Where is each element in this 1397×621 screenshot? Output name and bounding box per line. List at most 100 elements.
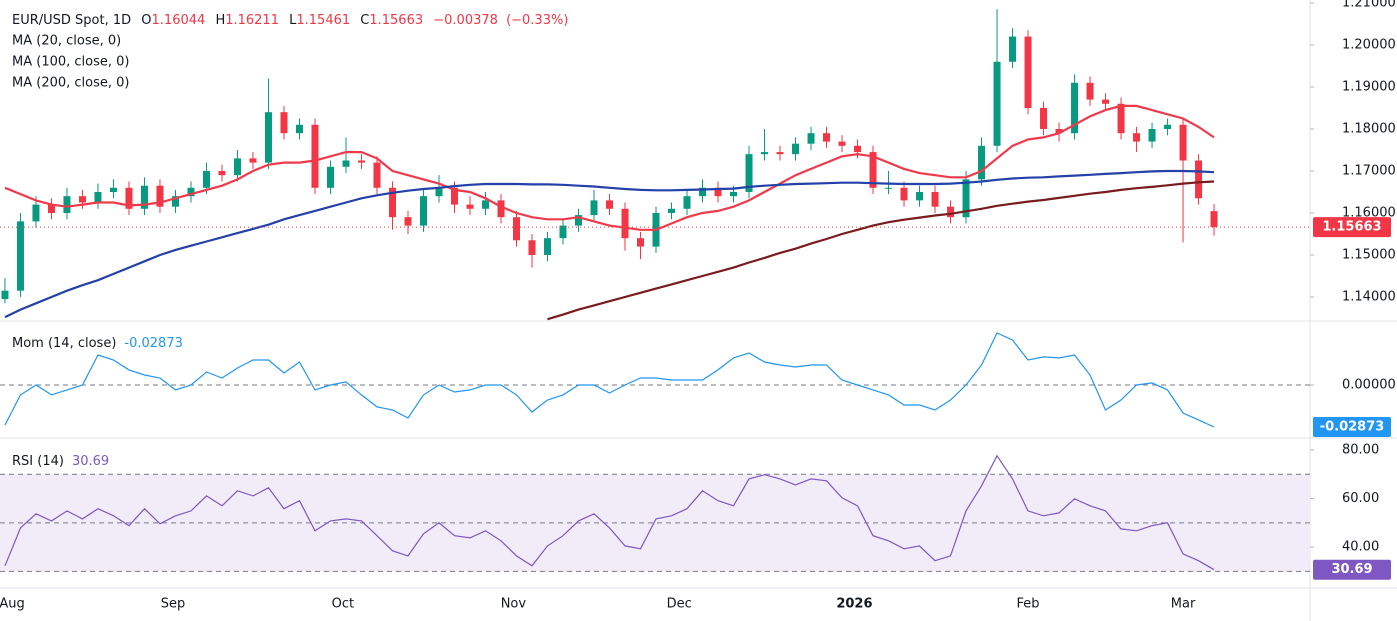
candle-body [947,206,955,218]
candle-body [125,187,133,209]
candle-body [233,158,241,176]
candle-body [202,170,210,188]
candle-body [931,191,939,207]
candle-body [1024,36,1032,108]
candle-body [94,191,102,203]
y-tick-label: 1.16000 [1342,205,1396,220]
candle-body [1040,107,1048,129]
candle-body [311,124,319,188]
indicator-title: Mom (14, close) -0.02873 [12,336,183,351]
candle-body [916,191,924,201]
x-tick-label: Aug [0,597,25,612]
indicator-value: -0.02873 [124,336,182,351]
ohlc-header: EUR/USD Spot, 1D O1.16044 H1.16211 L1.15… [12,13,568,28]
candle-body [1117,103,1125,134]
change: −0.00378 [433,13,498,28]
candle-body [1086,82,1094,100]
candle-body [559,225,567,239]
close-value: 1.15663 [369,13,423,28]
candle-body [1148,128,1156,142]
candle-body [962,179,970,218]
legend-entry: MA (100, close, 0) [12,55,129,70]
y-tick-label: 1.21000 [1342,0,1396,10]
candle-body [373,162,381,188]
candle-body [497,200,505,218]
candle-body [885,187,893,189]
candle-body [1195,160,1203,199]
candle-body [776,152,784,155]
candle-body [109,187,117,192]
candle-body [218,170,226,176]
candle-body [869,152,877,188]
candle-body [807,133,815,144]
close-label: C [360,13,369,28]
candle-body [249,158,257,163]
candle-body [1179,124,1187,161]
candle-body [264,112,272,163]
candle-body [357,160,365,163]
candle-body [668,208,676,213]
x-tick-label: Sep [161,597,186,612]
candle-body [838,141,846,146]
candle-body [32,204,40,222]
high-label: H [215,13,225,28]
x-tick-label: 2026 [836,597,872,612]
candle-body [1071,82,1079,134]
candle-body [1164,124,1172,129]
indicator-name: Mom (14, close) [12,336,116,351]
candle-body [761,152,769,155]
y-tick-label: 1.18000 [1342,121,1396,136]
y-tick-label: 80.00 [1342,442,1379,457]
candle-body [1210,211,1218,228]
indicator-line [4,454,1215,571]
last-value-badge: 30.69 [1331,562,1372,577]
candle-body [419,196,427,226]
y-tick-label: 60.00 [1342,491,1379,506]
candle-body [683,196,691,209]
last-price-badge-bg [1313,217,1391,238]
candle-body [295,124,303,134]
open-label: O [141,13,151,28]
rsi-band [0,474,1310,572]
candle-body [481,200,489,209]
last-price-badge: 1.15663 [1322,220,1381,235]
candle-body [1133,133,1141,142]
candle-body [16,221,24,291]
candle-body [326,166,334,188]
candle-body [466,204,474,209]
indicator-line [4,332,1215,428]
candle-body [1,290,9,300]
legend-entry: MA (200, close, 0) [12,76,129,91]
candle-body [792,143,800,155]
candle-body [993,61,1001,146]
candle-body [388,187,396,218]
x-tick-label: Feb [1017,597,1040,612]
candle-body [978,145,986,180]
candle-body [730,191,738,197]
candle-body [590,200,598,216]
candle-body [621,208,629,239]
candle-body [714,187,722,197]
last-value-badge: -0.02873 [1320,419,1385,434]
candle-body [63,196,71,213]
indicator-title: RSI (14) 30.69 [12,454,109,469]
candle-body [543,238,551,255]
y-tick-label: 1.15000 [1342,247,1396,262]
x-tick-label: Dec [667,597,692,612]
indicator-value: 30.69 [72,454,109,469]
candle-body [528,240,536,255]
moving-average [547,180,1215,321]
candle-body [637,238,645,247]
candle-body [171,196,179,207]
high-value: 1.16211 [225,13,279,28]
candle-body [156,185,164,207]
candle-body [450,187,458,205]
moving-average [4,104,1215,231]
y-tick-label: 1.20000 [1342,37,1396,52]
indicator-name: RSI (14) [12,454,64,469]
legend-entry: MA (20, close, 0) [12,34,121,49]
candle-body [606,200,614,209]
candle-body [342,160,350,167]
